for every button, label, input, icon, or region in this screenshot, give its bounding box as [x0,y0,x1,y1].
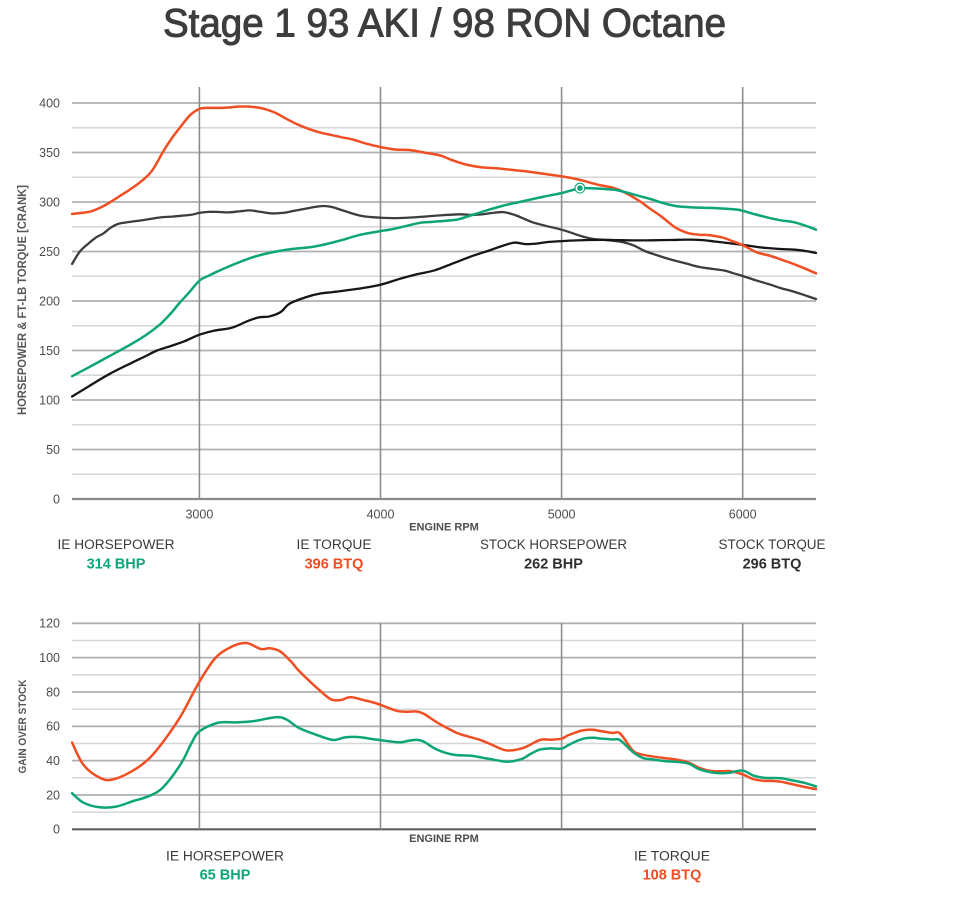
svg-text:IE TORQUE: IE TORQUE [634,849,710,864]
svg-text:STOCK HORSEPOWER: STOCK HORSEPOWER [480,537,627,552]
svg-text:IE HORSEPOWER: IE HORSEPOWER [58,537,175,552]
svg-text:0: 0 [53,823,60,837]
svg-text:0: 0 [53,492,60,506]
svg-text:HORSEPOWER & FT-LB TORQUE [CRA: HORSEPOWER & FT-LB TORQUE [CRANK] [17,185,29,415]
svg-text:50: 50 [46,443,60,457]
svg-text:150: 150 [39,344,60,358]
svg-text:80: 80 [46,685,60,699]
svg-text:ENGINE RPM: ENGINE RPM [409,522,479,534]
svg-text:108 BTQ: 108 BTQ [643,868,702,884]
svg-text:20: 20 [46,788,60,802]
svg-text:5000: 5000 [548,508,576,522]
svg-text:GAIN OVER STOCK: GAIN OVER STOCK [17,679,29,773]
svg-text:250: 250 [39,245,60,259]
svg-text:60: 60 [46,720,60,734]
svg-text:40: 40 [46,754,60,768]
svg-text:300: 300 [39,195,60,209]
svg-text:314 BHP: 314 BHP [87,557,146,573]
svg-text:Stage 1 93 AKI / 98 RON Octane: Stage 1 93 AKI / 98 RON Octane [163,2,726,46]
svg-text:IE TORQUE: IE TORQUE [297,537,372,552]
svg-text:200: 200 [39,294,60,308]
svg-text:STOCK TORQUE: STOCK TORQUE [719,537,826,552]
svg-text:350: 350 [39,146,60,160]
svg-text:3000: 3000 [185,508,213,522]
svg-text:396 BTQ: 396 BTQ [305,557,364,573]
svg-text:296 BTQ: 296 BTQ [743,557,802,573]
svg-text:4000: 4000 [367,508,395,522]
svg-text:100: 100 [39,651,60,665]
svg-text:400: 400 [39,96,60,110]
svg-text:6000: 6000 [729,508,757,522]
svg-text:ENGINE RPM: ENGINE RPM [409,833,479,845]
svg-text:100: 100 [39,393,60,407]
svg-text:65 BHP: 65 BHP [200,868,251,884]
svg-text:120: 120 [39,617,60,631]
svg-text:262 BHP: 262 BHP [524,557,583,573]
svg-text:IE HORSEPOWER: IE HORSEPOWER [166,849,284,864]
